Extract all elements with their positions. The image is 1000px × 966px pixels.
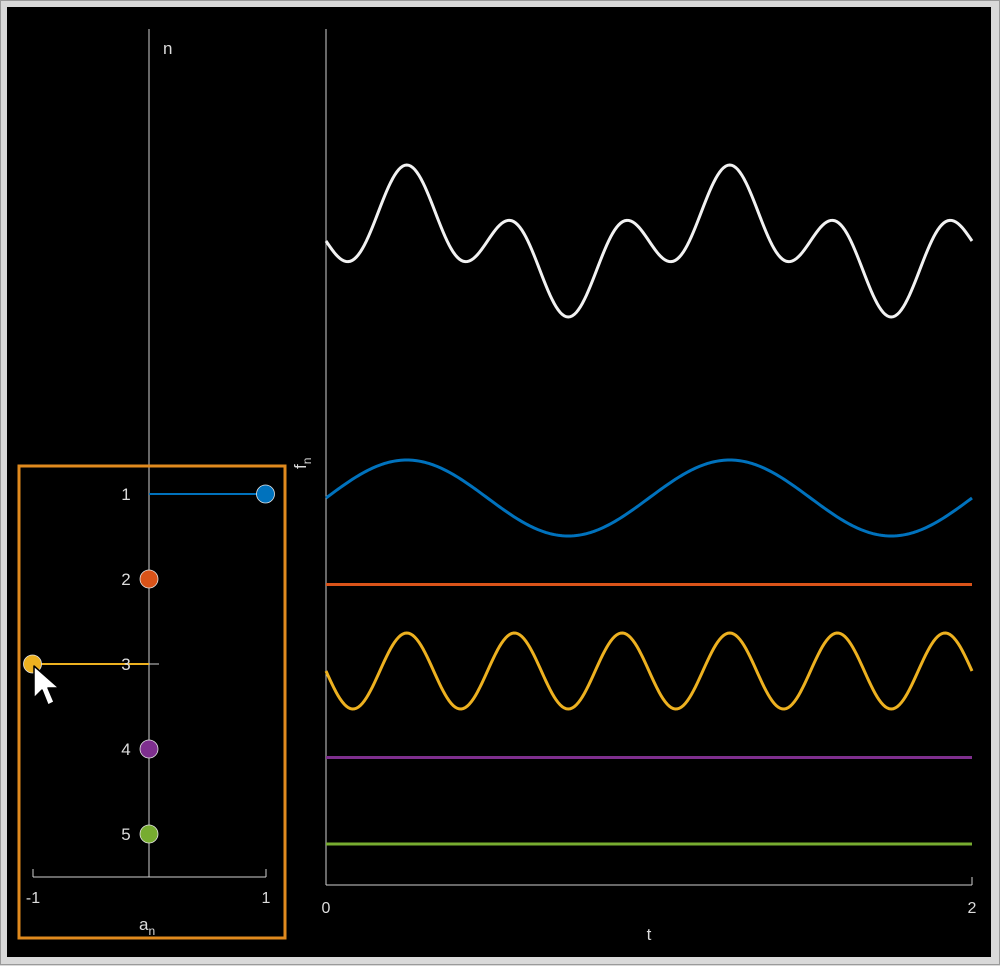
coefficient-handle-1[interactable] <box>256 484 275 504</box>
pointer-arrow-icon <box>33 665 60 706</box>
t-tick-label-max: 2 <box>968 900 977 917</box>
n-label-2: 2 <box>121 570 130 589</box>
coefficient-handle-4[interactable] <box>139 739 159 759</box>
a-tick-label-min: -1 <box>26 890 40 907</box>
component-curve-1 <box>325 458 973 538</box>
f-axis-label: fn <box>291 458 314 469</box>
t-axis-label: t <box>647 925 652 944</box>
n-label-3: 3 <box>121 655 130 674</box>
coefficient-handle-5[interactable] <box>139 824 159 844</box>
n-label-5: 5 <box>121 825 130 844</box>
sum-curve <box>324 163 974 319</box>
highlight-box <box>17 464 287 940</box>
component-curve-3 <box>324 631 974 711</box>
t-tick-label-min: 0 <box>322 900 331 917</box>
n-axis-label: n <box>163 39 172 58</box>
coefficient-handle-2[interactable] <box>139 569 159 589</box>
signal-panel: 0 2 t fn <box>291 29 977 944</box>
a-tick-label-max: 1 <box>262 890 271 907</box>
coefficient-panel: n -1 1 an 1 2 3 4 5 <box>23 29 275 938</box>
figure-background <box>7 7 991 957</box>
a-axis-label: an <box>139 915 155 938</box>
n-label-1: 1 <box>121 485 130 504</box>
n-label-4: 4 <box>121 740 130 759</box>
signal-curves <box>324 163 974 846</box>
